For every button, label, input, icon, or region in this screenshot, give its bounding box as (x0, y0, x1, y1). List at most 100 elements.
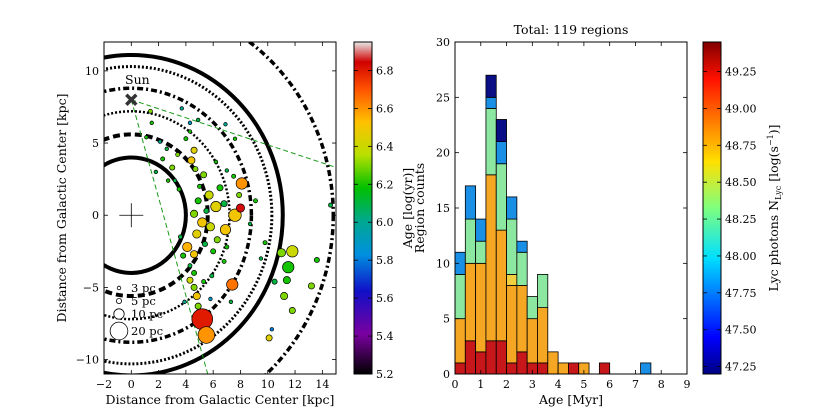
hist-x-tick-label: 7 (632, 378, 639, 391)
lyc-label-sub: Lyc (774, 185, 783, 200)
y-tick-label: 10 (85, 65, 99, 78)
histogram-bar-segment (506, 285, 518, 364)
lyc-cbar-tick-label: 49.00 (725, 102, 757, 115)
x-tick-label: 2 (155, 378, 162, 391)
region-point (235, 203, 245, 213)
region-point (224, 168, 229, 173)
lyc-label-end: )] (766, 124, 781, 134)
hist-x-tick-label: 8 (658, 378, 665, 391)
region-point (204, 190, 214, 200)
histogram-bar-segment (516, 351, 528, 374)
region-point (177, 234, 183, 240)
histogram-bar-segment (547, 351, 559, 374)
region-point (224, 244, 230, 250)
region-point (192, 166, 199, 172)
galactic-ring-5 (104, 53, 285, 374)
hist-x-tick-label: 2 (503, 378, 510, 391)
lyc-cbar-tick-label: 48.50 (725, 176, 757, 189)
region-point (231, 173, 237, 179)
region-point (175, 152, 181, 158)
region-point (182, 299, 187, 304)
region-point (210, 248, 217, 255)
region-point (208, 296, 213, 302)
region-point (265, 334, 273, 342)
region-point (307, 282, 315, 290)
x-tick-label: 4 (182, 378, 189, 391)
histogram-bar-segment (464, 262, 477, 342)
lyc-colorbar: 47.25 47.50 47.75 48.00 48.25 48.50 48.75 49.00… (702, 41, 783, 375)
histogram-bar-segment (475, 262, 487, 353)
region-point (187, 263, 193, 269)
region-point (258, 256, 264, 261)
size-legend-label: 10 pc (131, 307, 163, 321)
region-point (194, 302, 202, 310)
region-point (182, 241, 193, 253)
region-point (149, 120, 154, 125)
histogram-bar-segment (464, 185, 477, 220)
age-cbar-tick-label: 6.0 (376, 216, 394, 229)
x-tick-label: 10 (261, 378, 275, 391)
galactic-ring-4 (104, 65, 274, 366)
region-point (186, 276, 194, 284)
lyc-cbar-tick-label: 47.25 (725, 361, 757, 374)
region-point (219, 224, 232, 236)
region-point (153, 169, 159, 175)
histogram-bar-segment (506, 218, 518, 275)
histogram-title: Total: 119 regions (514, 22, 629, 37)
region-point (197, 183, 202, 189)
region-point (172, 178, 178, 183)
x-tick-label: 8 (237, 378, 244, 391)
histogram-bar-segment (640, 362, 652, 374)
region-point (160, 156, 166, 162)
lyc-cbar-tick-label: 47.75 (725, 287, 757, 300)
region-point (183, 136, 189, 142)
region-point (276, 248, 286, 258)
histogram-bar-segment (526, 318, 538, 364)
size-legend-label: 3 pc (131, 281, 156, 295)
y-tick-label: 5 (92, 137, 99, 150)
age-colorbar: 5.2 5.4 5.6 5.8 6.0 6.2 6.4 6.6 6.8 Age [log(yr)… (353, 41, 415, 381)
size-legend-label: 5 pc (131, 294, 156, 308)
galactic-map-panel: −2 0 2 4 6 8 10 12 14 −10 −5 0 5 10 Distance from Gal… (54, 41, 337, 407)
histogram-bar-segment (526, 296, 538, 320)
hist-x-tick-label: 5 (580, 378, 587, 391)
galactic-map-plot-area (104, 42, 336, 374)
region-point (313, 257, 320, 263)
galactic-ring-0 (104, 155, 188, 275)
lyc-colorbar-gradient (702, 41, 722, 375)
galactic-map-frame (103, 41, 337, 375)
region-point (221, 258, 227, 264)
region-point (223, 122, 228, 127)
galactic-map-axes: −2 0 2 4 6 8 10 12 14 −10 −5 0 5 10 (76, 42, 336, 391)
age-cbar-tick-label: 5.6 (376, 292, 394, 305)
size-legend-marker (116, 285, 122, 291)
hist-y-tick-label: 30 (436, 36, 450, 49)
histogram-bar-segment (557, 362, 569, 374)
region-point (200, 171, 208, 179)
age-histogram-panel: Total: 119 regions 0 1 2 3 4 5 6 7 8 9 0 5 10 15 20 25 3… (412, 22, 691, 407)
age-cbar-tick-label: 6.2 (376, 178, 394, 191)
region-point (147, 108, 153, 114)
region-point (216, 184, 224, 192)
region-point (179, 106, 184, 111)
hist-y-tick-label: 10 (436, 257, 450, 270)
region-point (205, 222, 215, 232)
x-tick-label: 12 (288, 378, 302, 391)
region-point (180, 252, 187, 259)
region-point (187, 120, 193, 125)
histogram-bar-segment (475, 218, 487, 242)
age-cbar-tick-label: 5.2 (376, 368, 394, 381)
region-point (157, 139, 163, 144)
region-point (192, 229, 202, 239)
region-point (262, 240, 268, 246)
region-point (187, 129, 193, 134)
histogram-bar-segment (485, 96, 497, 109)
histogram-bar-segment (464, 340, 477, 374)
histogram-bar-segment (516, 285, 528, 353)
region-point (288, 307, 296, 314)
histogram-axes: 0 1 2 3 4 5 6 7 8 9 0 5 10 15 20 25 30 (436, 36, 691, 391)
region-point (165, 178, 171, 183)
histogram-bar-segment (455, 273, 466, 320)
lyc-label-main: Lyc photons N (766, 200, 781, 292)
histogram-bar-segment (598, 362, 611, 374)
